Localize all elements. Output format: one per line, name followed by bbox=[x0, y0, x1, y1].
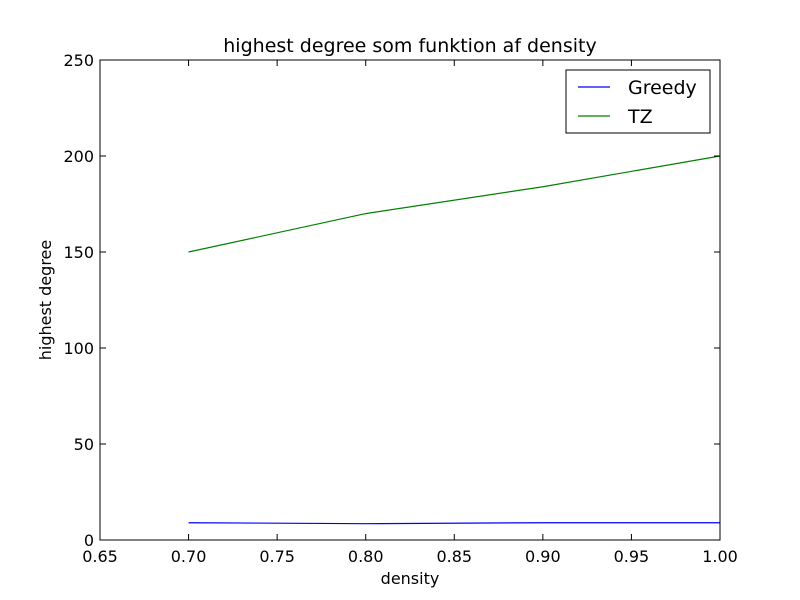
series-line-tz bbox=[188, 155, 721, 253]
plot-area bbox=[100, 60, 720, 540]
ticks-layer: 0.65 0.70 0.75 0.80 0.85 0.90 0.95 1.00 0 50 100 15… bbox=[63, 51, 737, 566]
x-tick-label: 0.90 bbox=[525, 547, 561, 566]
y-tick-label: 150 bbox=[63, 243, 94, 262]
series-line-greedy bbox=[188, 522, 720, 525]
x-tick-label: 0.65 bbox=[82, 547, 118, 566]
x-tick-label: 0.70 bbox=[171, 547, 207, 566]
y-tick-label: 100 bbox=[63, 339, 94, 358]
x-tick-label: 0.95 bbox=[614, 547, 650, 566]
series-layer bbox=[188, 155, 721, 525]
legend: Greedy TZ bbox=[565, 69, 711, 134]
x-tick-label: 0.80 bbox=[348, 547, 384, 566]
y-tick-label: 0 bbox=[84, 531, 94, 550]
legend-label-greedy: Greedy bbox=[628, 77, 697, 99]
plot-frame bbox=[99, 59, 721, 541]
x-axis-label: density bbox=[381, 569, 440, 588]
x-tick-label: 1.00 bbox=[702, 547, 738, 566]
legend-entries: Greedy TZ bbox=[578, 77, 697, 128]
x-tick-label: 0.75 bbox=[259, 547, 295, 566]
legend-box bbox=[565, 69, 711, 134]
y-tick-label: 50 bbox=[74, 435, 94, 454]
x-tick-label: 0.85 bbox=[436, 547, 472, 566]
y-tick-label: 250 bbox=[63, 51, 94, 70]
y-tick-label: 200 bbox=[63, 147, 94, 166]
legend-label-tz: TZ bbox=[627, 106, 653, 128]
y-axis-label: highest degree bbox=[36, 240, 55, 361]
chart-title: highest degree som funktion af density bbox=[223, 35, 596, 57]
